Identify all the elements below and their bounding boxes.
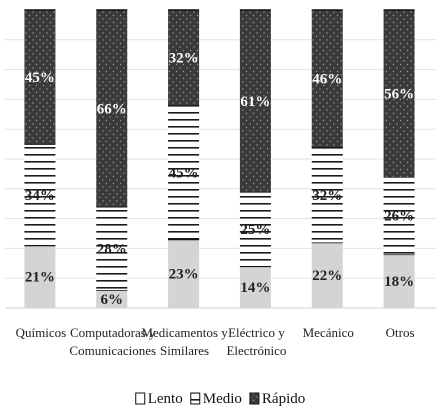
bar-segment-rápido [96,10,128,207]
data-label: 45% [25,70,55,86]
category-label: Similares [160,343,209,358]
category-label: Medicamentos y [141,325,228,340]
legend-swatch-medio [190,392,201,405]
bar-segment-medio [311,147,343,243]
gridlines [5,39,436,309]
bar-segment-lento [96,290,128,308]
data-label: 23% [169,267,199,283]
data-label: 46% [312,72,342,88]
data-label: 6% [101,292,124,308]
legend-label: Lento [148,391,183,407]
legend-swatch-lento [135,392,146,405]
data-label: 45% [169,165,199,181]
category-label: Electrónico [226,343,286,358]
data-label: 14% [240,280,270,296]
bar-segment-rápido [24,10,56,145]
data-label: 18% [384,274,414,290]
bar-segment-medio [168,105,200,240]
data-label: 25% [240,222,270,238]
bar-segment-lento [239,266,271,308]
category-label: Computadoras y [70,325,156,340]
bars: 21% 34% 45% 6% 28% 66% 23% 45% 32% 14% 25% 61% 22% 32… [24,9,415,308]
bar-segment-medio [383,176,415,255]
data-label: 34% [25,188,55,204]
bar-segment-rápido [168,10,200,106]
bar-segment-medio [24,144,56,246]
bar-segment-lento [311,242,343,308]
category-labels: Químicos Computadoras y Comunicaciones Medi… [16,325,415,358]
data-label: 32% [169,51,199,67]
bar-segment-rápido [311,10,343,148]
category-label: Comunicaciones [69,343,156,358]
data-label: 56% [384,86,414,102]
category-label: Eléctrico y [228,325,285,340]
legend: Lento Medio Rápido [135,391,305,407]
category-label: Químicos [16,325,67,340]
bar-segment-lento [24,245,56,308]
data-label: 28% [97,241,127,257]
category-label: Otros [386,325,415,340]
legend-swatch-rápido [249,392,260,405]
bar-segment-medio [239,191,271,267]
bar-segment-lento [383,254,415,308]
bar-segment-rápido [383,10,415,177]
data-label: 22% [312,268,342,284]
data-label: 66% [97,101,127,117]
legend-label: Medio [203,391,242,407]
legend-label: Rápido [262,391,305,407]
data-label: 26% [384,209,414,225]
bar-segment-rápido [239,10,271,192]
data-label: 32% [312,188,342,204]
data-label: 21% [25,270,55,286]
data-label: 61% [240,94,270,110]
bar-segment-medio [96,206,128,291]
category-label: Mecánico [303,325,354,340]
bar-segment-lento [168,239,200,308]
